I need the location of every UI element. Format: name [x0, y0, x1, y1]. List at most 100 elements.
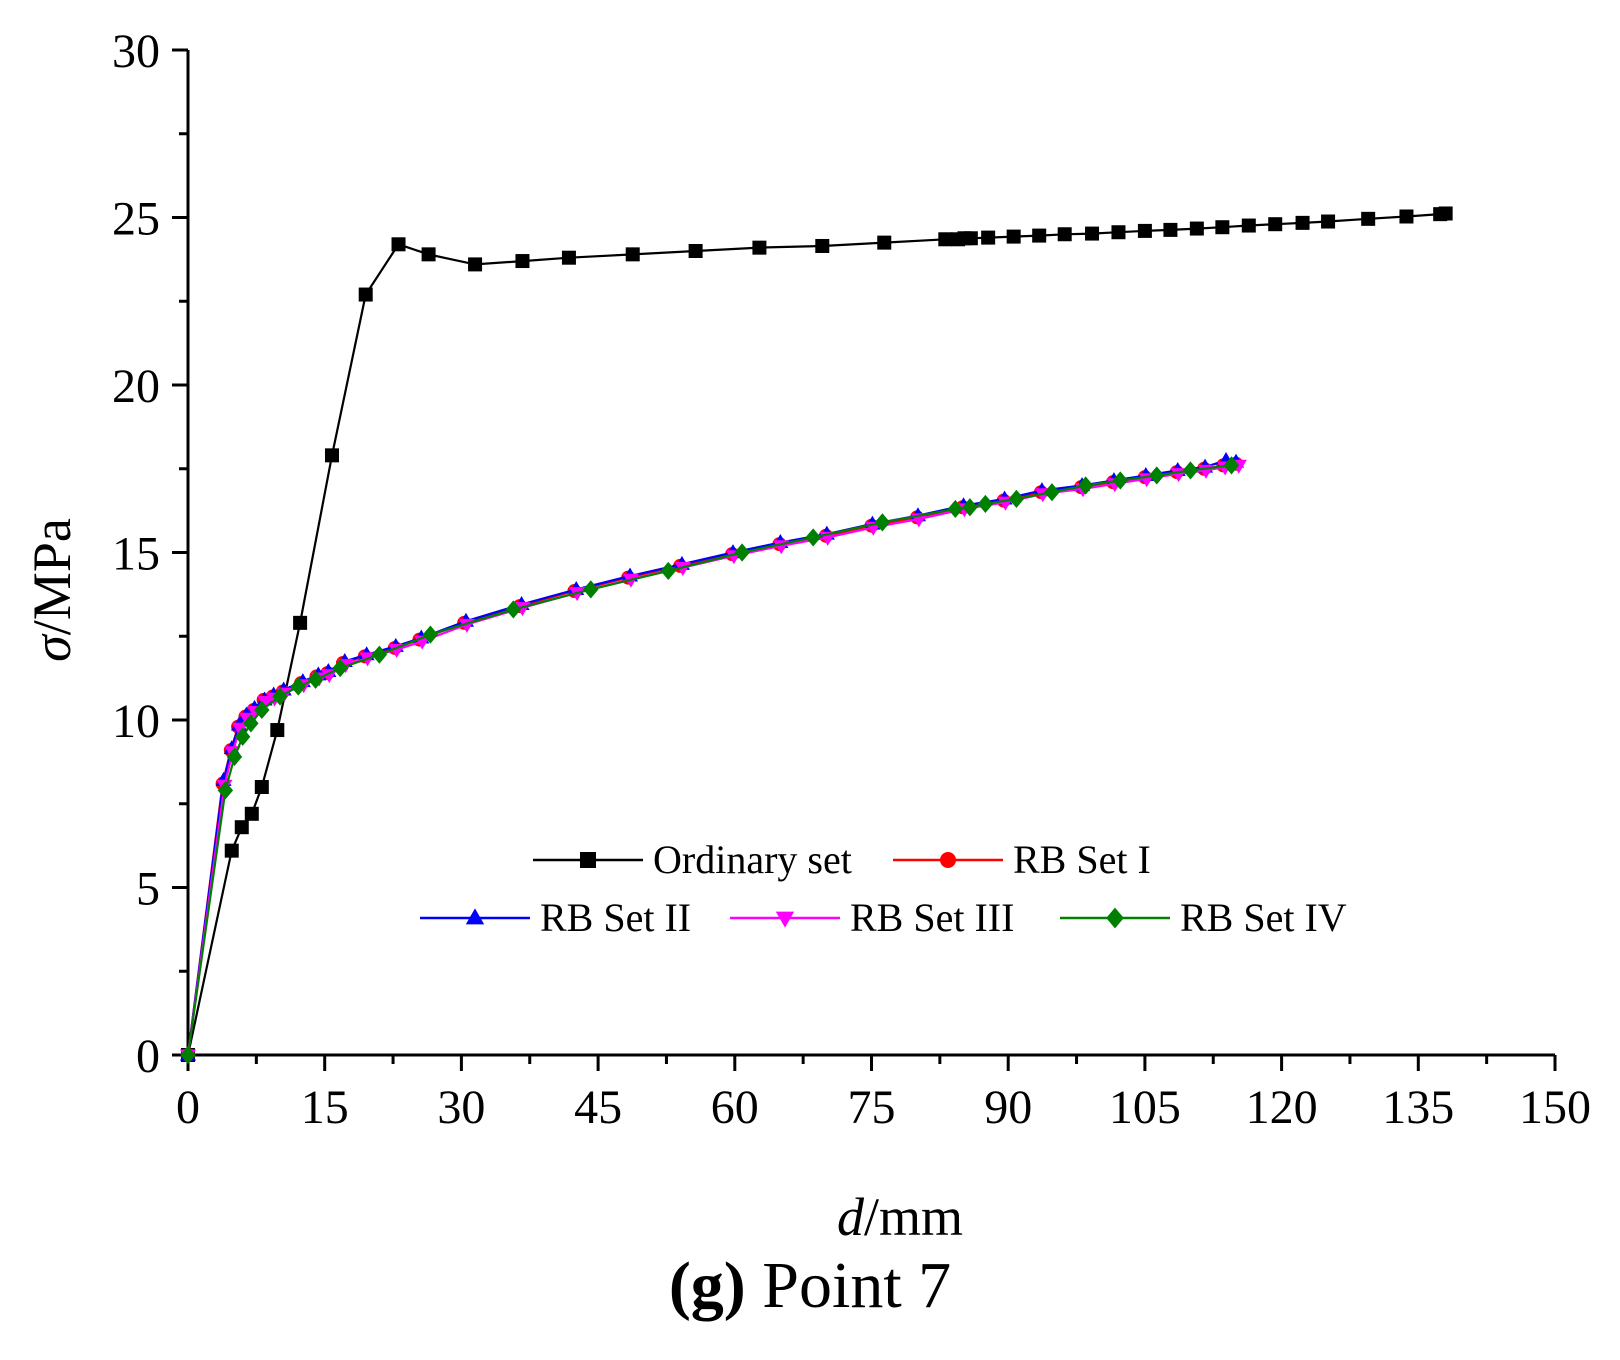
x-tick-label: 90: [984, 1081, 1032, 1134]
data-point: [270, 723, 285, 738]
data-point: [254, 700, 270, 720]
y-tick-label: 5: [136, 863, 160, 916]
data-point: [1438, 206, 1453, 221]
data-point: [947, 499, 964, 519]
data-point: [421, 247, 436, 262]
series-line: [186, 464, 1232, 1056]
data-point: [805, 528, 821, 547]
legend-item: RB Set IV: [1060, 895, 1347, 940]
y-axis-title-unit: /MPa: [22, 518, 82, 635]
data-point: [1399, 209, 1414, 224]
x-tick-label: 30: [437, 1081, 485, 1134]
data-point: [1008, 489, 1025, 508]
x-tick-label: 135: [1382, 1081, 1454, 1134]
x-tick-label: 45: [574, 1081, 622, 1134]
data-point: [977, 494, 994, 514]
y-tick-label: 0: [136, 1030, 160, 1083]
data-point: [1112, 471, 1128, 490]
series-line: [186, 459, 1237, 1056]
data-point: [224, 843, 239, 858]
y-tick-label: 15: [112, 528, 160, 581]
data-point: [1241, 218, 1256, 233]
series-rb-set-iii: [179, 459, 1247, 1064]
x-tick-label: 75: [848, 1081, 896, 1134]
legend-label: RB Set II: [540, 895, 691, 940]
data-point: [234, 727, 251, 746]
data-point: [1361, 211, 1376, 226]
data-point: [1268, 217, 1283, 232]
data-point: [583, 580, 599, 599]
legend-marker: [1106, 907, 1124, 929]
y-tick-label: 30: [112, 25, 160, 78]
legend-label: RB Set IV: [1180, 895, 1347, 940]
data-point: [1137, 223, 1152, 238]
data-point: [962, 498, 978, 517]
data-point: [874, 513, 891, 532]
data-point: [217, 781, 234, 800]
data-point: [963, 231, 978, 246]
data-point: [1149, 466, 1165, 485]
axes: 0 15 30 45 60 75 90 105 120 135 150 0 5 10 15 20 25 30: [112, 25, 1591, 1134]
y-axis-title: σ/MPa: [22, 518, 82, 662]
data-point: [324, 448, 339, 463]
series-rb-set-ii: [179, 451, 1245, 1061]
x-axis-title-var: d: [837, 1187, 865, 1247]
data-point: [877, 235, 892, 250]
data-point: [1163, 222, 1178, 237]
caption-label: (g): [668, 1249, 746, 1322]
data-point: [257, 695, 274, 710]
data-point: [505, 600, 522, 619]
data-point: [1223, 456, 1240, 475]
legend-label: RB Set I: [1013, 837, 1151, 882]
data-point: [1006, 229, 1021, 244]
series-line: [186, 462, 1237, 1056]
x-tick-label: 105: [1109, 1081, 1181, 1134]
data-point: [293, 615, 308, 630]
y-tick-label: 10: [112, 695, 160, 748]
data-point: [234, 820, 249, 835]
data-point: [1295, 215, 1310, 230]
data-point: [1077, 476, 1094, 495]
caption-text: Point 7: [762, 1249, 952, 1322]
data-point: [561, 250, 576, 265]
x-axis-title-unit: /mm: [864, 1187, 963, 1247]
data-point: [1057, 227, 1072, 242]
data-point: [688, 244, 703, 258]
data-point: [625, 247, 640, 262]
legend-marker: [775, 911, 795, 928]
legend-item: Ordinary set: [533, 837, 852, 882]
legend-marker: [580, 852, 596, 868]
legend-item: RB Set I: [893, 837, 1151, 882]
legend-label: RB Set III: [850, 895, 1014, 940]
data-point: [815, 238, 830, 253]
data-point: [391, 237, 406, 252]
data-point: [1085, 226, 1100, 241]
legend-item: RB Set II: [420, 895, 691, 940]
data-point: [468, 257, 483, 272]
x-axis-title: d/mm: [837, 1187, 963, 1247]
data-point: [938, 232, 953, 247]
data-point: [371, 645, 388, 664]
legend-marker: [940, 852, 956, 868]
data-point: [254, 780, 269, 794]
data-point: [1032, 228, 1047, 243]
series-rb-set-i: [181, 456, 1244, 1062]
data-point: [332, 658, 348, 678]
x-tick-label: 15: [301, 1081, 349, 1134]
legend-marker: [465, 908, 485, 925]
data-point: [1044, 483, 1060, 502]
data-point: [180, 1045, 196, 1065]
data-point: [231, 722, 248, 737]
figure-caption: (g) Point 7: [0, 1248, 1620, 1324]
x-tick-label: 150: [1519, 1081, 1591, 1134]
data-point: [272, 687, 288, 706]
series-rb-set-iv: [180, 456, 1240, 1065]
legend-label: Ordinary set: [653, 837, 852, 882]
data-point: [243, 714, 259, 733]
data-point: [1189, 221, 1204, 236]
data-point: [307, 670, 324, 689]
series-line: [186, 464, 1239, 1056]
series-layer: [179, 206, 1453, 1065]
data-point: [1111, 225, 1126, 240]
